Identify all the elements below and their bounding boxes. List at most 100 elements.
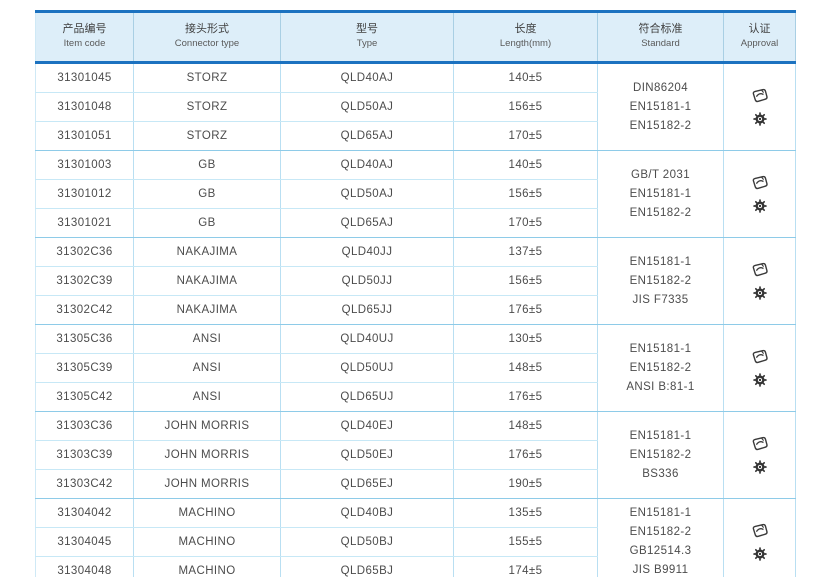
approval-stamp-icon — [750, 262, 769, 279]
type-cell: QLD65AJ — [280, 208, 454, 238]
table-body: 31301045 STORZ QLD40AJ 140±5 DIN86204 EN15181… — [35, 62, 796, 577]
approval-icon-stack — [724, 262, 795, 300]
standard-cell: EN15181-1 EN15182-2 ANSI B:81-1 — [597, 324, 724, 412]
standard-line: JIS F7335 — [632, 293, 689, 306]
standard-line: EN15181-1 — [629, 429, 692, 442]
approval-cell — [723, 411, 796, 499]
column-header-en: Type — [356, 38, 378, 49]
table-row: 31305C36 ANSI QLD40UJ 130±5 EN15181-1 EN15182… — [35, 324, 796, 412]
approval-cell — [723, 498, 796, 577]
connector-type-cell: GB — [133, 179, 281, 209]
item-code-cell: 31302C39 — [35, 266, 134, 296]
approval-cell — [723, 324, 796, 412]
column-header-en: Approval — [740, 38, 779, 49]
connector-type-cell: GB — [133, 150, 281, 180]
length-cell: 140±5 — [453, 62, 598, 93]
header-row: 产品编号 Item code 接头形式 Connector type 型号 Ty… — [35, 10, 796, 64]
approval-cell — [723, 237, 796, 325]
connector-type-cell: NAKAJIMA — [133, 237, 281, 267]
approval-icon-stack — [724, 523, 795, 561]
item-code-cell: 31301051 — [35, 121, 134, 151]
length-cell: 156±5 — [453, 92, 598, 122]
standard-cell: EN15181-1 EN15182-2 JIS F7335 — [597, 237, 724, 325]
connector-type-cell: JOHN MORRIS — [133, 411, 281, 441]
standard-line: JIS B9911 — [632, 564, 689, 576]
length-cell: 156±5 — [453, 179, 598, 209]
item-code-cell: 31302C36 — [35, 237, 134, 267]
column-header-zh: 型号 — [356, 23, 378, 35]
table-row: 31301051 STORZ QLD65AJ 170±5 — [35, 121, 796, 151]
table-row: 31302C36 NAKAJIMA QLD40JJ 137±5 EN15181-1 EN1… — [35, 237, 796, 325]
type-cell: QLD40JJ — [280, 237, 454, 267]
column-header-en: Connector type — [174, 38, 240, 49]
wheelmark-gear-icon — [752, 199, 767, 213]
connector-type-cell: MACHINO — [133, 498, 281, 528]
length-cell: 176±5 — [453, 440, 598, 470]
connector-type-cell: STORZ — [133, 121, 281, 151]
type-cell: QLD65AJ — [280, 121, 454, 151]
standard-line: EN15182-2 — [629, 526, 692, 538]
column-header-type: 型号 Type — [280, 10, 454, 64]
wheelmark-gear-icon — [752, 373, 767, 387]
standard-line: GB12514.3 — [629, 545, 692, 557]
type-cell: QLD50AJ — [280, 179, 454, 209]
standard-cell: DIN86204 EN15181-1 EN15182-2 — [597, 62, 724, 151]
standard-cell: EN15181-1 EN15182-2 GB12514.3 JIS B9911 — [597, 498, 724, 577]
type-cell: QLD65BJ — [280, 556, 454, 577]
connector-type-cell: MACHINO — [133, 527, 281, 557]
item-code-cell: 31301021 — [35, 208, 134, 238]
item-code-cell: 31303C36 — [35, 411, 134, 441]
standard-line: DIN86204 — [633, 81, 688, 94]
item-code-cell: 31303C42 — [35, 469, 134, 499]
length-cell: 135±5 — [453, 498, 598, 528]
column-header-en: Length(mm) — [499, 38, 552, 49]
type-cell: QLD50EJ — [280, 440, 454, 470]
approval-stamp-icon — [750, 523, 769, 540]
item-code-cell: 31304042 — [35, 498, 134, 528]
standard-line: EN15181-1 — [629, 255, 692, 268]
standard-line: EN15182-2 — [629, 361, 692, 374]
connector-type-cell: NAKAJIMA — [133, 295, 281, 325]
item-code-cell: 31302C42 — [35, 295, 134, 325]
item-code-cell: 31303C39 — [35, 440, 134, 470]
length-cell: 137±5 — [453, 237, 598, 267]
approval-icon-stack — [724, 88, 795, 126]
approval-stamp-icon — [750, 436, 769, 453]
table-header: 产品编号 Item code 接头形式 Connector type 型号 Ty… — [35, 10, 796, 64]
column-header-zh: 接头形式 — [185, 23, 229, 35]
table-row: 31301045 STORZ QLD40AJ 140±5 DIN86204 EN15181… — [35, 62, 796, 151]
type-cell: QLD40BJ — [280, 498, 454, 528]
standard-line: EN15182-2 — [629, 119, 692, 132]
type-cell: QLD50JJ — [280, 266, 454, 296]
product-table: 产品编号 Item code 接头形式 Connector type 型号 Ty… — [35, 10, 796, 577]
wheelmark-gear-icon — [752, 112, 767, 126]
length-cell: 170±5 — [453, 208, 598, 238]
standard-cell: GB/T 2031 EN15181-1 EN15182-2 — [597, 150, 724, 238]
approval-icon-stack — [724, 349, 795, 387]
length-cell: 155±5 — [453, 527, 598, 557]
length-cell: 148±5 — [453, 353, 598, 383]
connector-type-cell: GB — [133, 208, 281, 238]
column-header-length: 长度 Length(mm) — [453, 10, 598, 64]
approval-stamp-icon — [750, 88, 769, 105]
connector-type-cell: JOHN MORRIS — [133, 440, 281, 470]
column-header-zh: 产品编号 — [62, 23, 107, 35]
length-cell: 190±5 — [453, 469, 598, 499]
table-row: 31304042 MACHINO QLD40BJ 135±5 EN15181-1 EN15… — [35, 498, 796, 577]
item-code-cell: 31305C42 — [35, 382, 134, 412]
column-header-zh: 认证 — [748, 23, 771, 35]
connector-type-cell: NAKAJIMA — [133, 266, 281, 296]
length-cell: 176±5 — [453, 295, 598, 325]
standard-line: EN15182-2 — [629, 274, 692, 287]
connector-type-cell: ANSI — [133, 324, 281, 354]
table-row: 31303C39 JOHN MORRIS QLD50EJ 176±5 — [35, 440, 796, 470]
approval-cell — [723, 62, 796, 151]
length-cell: 170±5 — [453, 121, 598, 151]
item-code-cell: 31301012 — [35, 179, 134, 209]
table-row: 31301021 GB QLD65AJ 170±5 — [35, 208, 796, 238]
column-header-item-code: 产品编号 Item code — [35, 10, 134, 64]
connector-type-cell: ANSI — [133, 353, 281, 383]
table-row: 31304048 MACHINO QLD65BJ 174±5 — [35, 556, 796, 577]
item-code-cell: 31301003 — [35, 150, 134, 180]
wheelmark-gear-icon — [752, 286, 767, 300]
